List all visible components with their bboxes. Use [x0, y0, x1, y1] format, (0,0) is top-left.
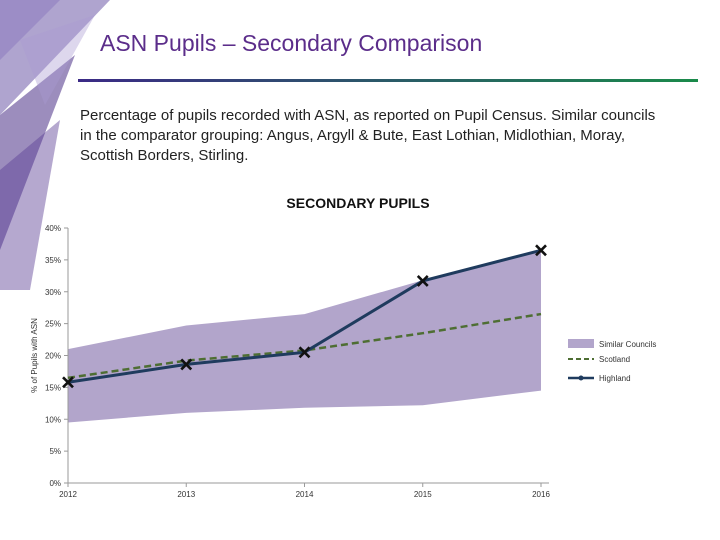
x-tick-label: 2015: [414, 490, 432, 499]
chart-title: SECONDARY PUPILS: [286, 195, 429, 211]
scotland-line: [67, 312, 542, 380]
highland-marker: [416, 274, 429, 287]
chart-description: Percentage of pupils recorded with ASN, …: [80, 107, 656, 164]
y-tick-label: 40%: [45, 224, 61, 233]
decorative-corner: [0, 0, 110, 290]
x-tick-label: 2016: [532, 490, 550, 499]
x-tick-label: 2012: [59, 490, 77, 499]
y-tick-label: 30%: [45, 288, 61, 297]
legend-marker-highland: [578, 375, 584, 381]
similar-councils-band: [68, 250, 541, 423]
legend-label-scotland: Scotland: [599, 355, 630, 364]
legend-label-similar-councils: Similar Councils: [599, 340, 656, 349]
y-tick-label: 25%: [45, 320, 61, 329]
x-tick-label: 2013: [177, 490, 195, 499]
y-tick-label: 5%: [49, 447, 61, 456]
y-tick-label: 0%: [49, 479, 61, 488]
y-tick-label: 35%: [45, 256, 61, 265]
y-tick-label: 20%: [45, 352, 61, 361]
y-tick-label: 10%: [45, 415, 61, 424]
legend-swatch-similar-councils: [568, 339, 594, 348]
highland-marker: [62, 376, 74, 389]
title-divider: [78, 79, 698, 82]
highland-marker: [180, 358, 193, 371]
legend-label-highland: Highland: [599, 374, 631, 383]
y-axis-label: % of Pupils with ASN: [30, 318, 39, 393]
x-tick-label: 2014: [296, 490, 314, 499]
page-title: ASN Pupils – Secondary Comparison: [100, 30, 483, 56]
highland-marker: [298, 346, 311, 359]
y-tick-label: 15%: [45, 383, 61, 392]
highland-marker: [535, 244, 547, 257]
